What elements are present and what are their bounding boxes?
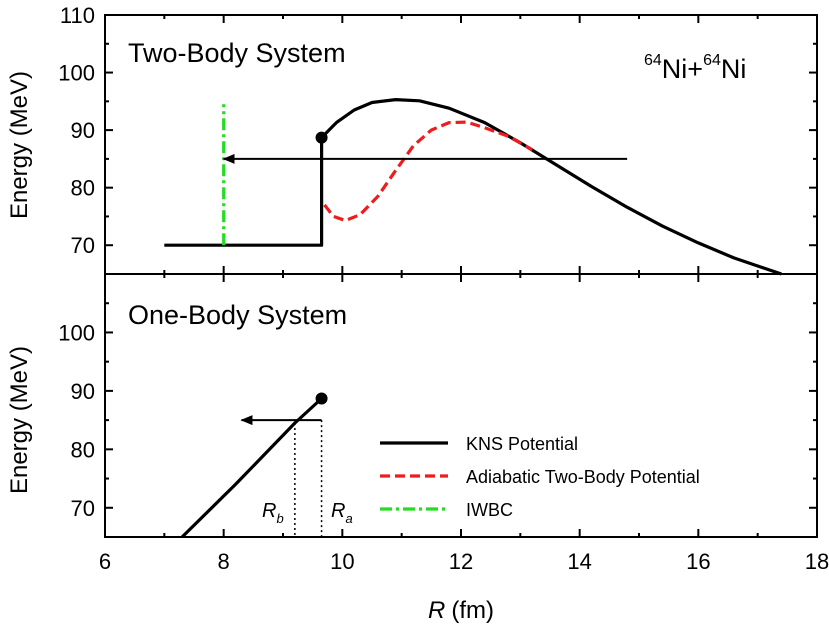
legend-label: IWBC <box>466 500 513 520</box>
guide-label-rb: Rb <box>262 500 284 526</box>
mass-number-2: 64 <box>703 52 721 69</box>
series-kns-potential <box>180 392 328 539</box>
y-tick-label: 80 <box>71 437 95 462</box>
x-tick-label: 8 <box>218 549 230 574</box>
series-line-kns-potential <box>320 97 782 276</box>
mass-number-1: 64 <box>644 52 662 69</box>
top-panel-marks <box>164 97 782 276</box>
x-axis-variable: R <box>428 597 445 624</box>
y-tick-label: 100 <box>58 61 95 86</box>
nucleus-1: Ni <box>662 54 688 84</box>
x-axis: 6 8 10 12 14 16 18 <box>99 549 829 574</box>
guide-label-ra-var: R <box>331 500 345 522</box>
x-tick-label: 6 <box>99 549 111 574</box>
series-line-adiabatic-two-body-potential <box>323 120 533 223</box>
x-tick-label: 12 <box>449 549 473 574</box>
bottom-y-axis-label: Energy (MeV) <box>6 346 33 494</box>
y-tick-label: 100 <box>58 320 95 345</box>
legend: KNS Potential Adiabatic Two-Body Potentia… <box>380 434 700 520</box>
bottom-y-axis: 70 80 90 100 <box>58 273 818 538</box>
x-axis-label: R (fm) <box>428 597 494 624</box>
y-tick-label: 90 <box>71 118 95 143</box>
legend-entry-adiabatic-two-body-potential: Adiabatic Two-Body Potential <box>380 467 700 487</box>
plus-sign: + <box>687 54 703 84</box>
series-kns-potential <box>164 97 782 276</box>
top-y-axis: 70 80 90 100 110 <box>58 3 818 275</box>
data-point-marker <box>315 131 328 144</box>
bottom-panel-marks <box>180 392 328 539</box>
x-tick-label: 14 <box>567 549 591 574</box>
y-tick-label: 70 <box>71 233 95 258</box>
y-tick-label: 90 <box>71 379 95 404</box>
y-tick-label: 70 <box>71 496 95 521</box>
y-tick-label: 110 <box>60 3 95 28</box>
x-tick-label: 16 <box>686 549 710 574</box>
y-tick-label: 80 <box>71 176 95 201</box>
top-annotation: 64Ni+64Ni <box>644 52 746 84</box>
guide-label-ra: Ra <box>331 500 353 526</box>
guide-label-ra-sub: a <box>345 511 352 526</box>
legend-label: Adiabatic Two-Body Potential <box>466 467 700 487</box>
guide-label-rb-var: R <box>262 500 276 522</box>
guide-label-rb-sub: b <box>276 511 283 526</box>
legend-entry-kns-potential: KNS Potential <box>380 434 578 454</box>
series-adiabatic-two-body-potential <box>323 120 533 223</box>
legend-entry-iwbc: IWBC <box>380 500 513 520</box>
x-tick-label: 10 <box>330 549 354 574</box>
bottom-panel-title: One-Body System <box>128 300 347 330</box>
data-point-marker <box>315 392 328 405</box>
top-y-axis-label: Energy (MeV) <box>6 71 33 219</box>
series-line-kns-potential <box>164 137 324 247</box>
x-axis-unit: (fm) <box>451 597 494 624</box>
bottom-panel: 70 80 90 100 6 8 10 12 14 16 18 One-Body System E… <box>6 273 829 624</box>
series-line-kns-potential <box>180 397 323 539</box>
legend-label: KNS Potential <box>466 434 578 454</box>
top-panel-title: Two-Body System <box>128 38 346 68</box>
nucleus-2: Ni <box>721 54 747 84</box>
x-tick-label: 18 <box>805 549 829 574</box>
